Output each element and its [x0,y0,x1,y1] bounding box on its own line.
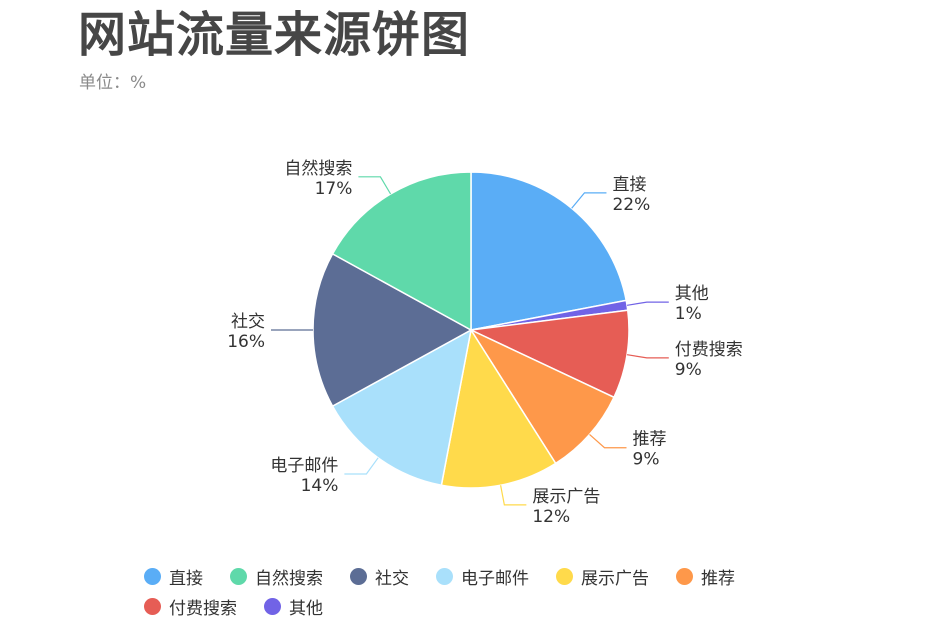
pie-slice-2 [468,309,630,399]
legend-dot-icon [144,567,161,585]
slice-label-name-7: 自然搜索 [284,159,352,179]
pie-slices [312,171,630,489]
pie-slice-5 [331,328,473,487]
legend-item-0[interactable]: 直接 [144,564,203,589]
leader-line-3 [589,434,627,449]
slice-label-name-0: 直接 [612,175,646,195]
leader-line-5 [344,457,379,475]
legend-item-6[interactable]: 付费搜索 [144,594,237,619]
slice-labels: 直接22%其他1%付费搜索9%推荐9%展示广告12%电子邮件14%社交16%自然… [227,159,743,527]
slice-label-name-2: 付费搜索 [675,340,743,360]
pie-slice-0 [470,171,628,331]
pie-slice-4 [440,327,557,489]
slice-label-name-6: 社交 [231,312,265,332]
legend-dot-icon [556,567,573,585]
legend-label: 直接 [169,568,203,589]
legend-item-1[interactable]: 自然搜索 [230,564,323,589]
slice-label-name-4: 展示广告 [532,487,600,507]
pie-slice-6 [312,252,473,408]
slice-label-value-5: 14% [301,476,339,496]
legend-label: 付费搜索 [169,598,237,619]
legend-label: 展示广告 [581,568,649,589]
legend-item-5[interactable]: 推荐 [676,564,735,589]
legend-item-2[interactable]: 社交 [350,564,409,589]
legend-item-4[interactable]: 展示广告 [556,564,649,589]
legend-dot-icon [350,567,367,585]
slice-label-name-3: 推荐 [633,430,667,450]
legend-dot-icon [230,567,247,585]
chart-subtitle: 单位：% [79,73,147,93]
slice-label-value-6: 16% [227,332,265,352]
legend-item-7[interactable]: 其他 [264,594,323,619]
legend-dot-icon [676,567,693,585]
pie-slice-7 [331,171,472,332]
leader-line-0 [571,192,607,209]
leader-line-7 [358,176,392,195]
legend-dot-icon [144,597,161,615]
legend-label: 社交 [375,568,409,589]
legend-item-3[interactable]: 电子邮件 [436,564,529,589]
slice-label-value-7: 17% [315,179,353,199]
leader-line-1 [626,301,669,306]
slice-label-value-0: 22% [612,195,650,215]
slice-label-value-1: 1% [675,304,702,324]
slice-label-name-5: 电子邮件 [270,456,338,476]
chart-title: 网站流量来源饼图 [78,7,471,63]
legend-label: 自然搜索 [255,568,323,589]
chart-legend: 直接 自然搜索 社交 电子邮件 展示广告 推荐付费搜索 其他 [144,564,864,619]
legend-label: 其他 [289,598,323,619]
pie-slice-3 [468,328,615,465]
slice-label-value-3: 9% [633,450,660,470]
leader-line-4 [500,485,527,506]
slice-label-value-2: 9% [675,360,702,380]
leader-lines [271,176,669,506]
slice-label-name-1: 其他 [675,284,709,304]
legend-label: 推荐 [701,568,735,589]
pie-chart: 直接22%其他1%付费搜索9%推荐9%展示广告12%电子邮件14%社交16%自然… [227,159,743,527]
legend-label: 电子邮件 [461,568,529,589]
slice-label-value-4: 12% [532,507,570,527]
legend-dot-icon [264,597,281,615]
legend-dot-icon [436,567,453,585]
leader-line-2 [626,354,669,359]
